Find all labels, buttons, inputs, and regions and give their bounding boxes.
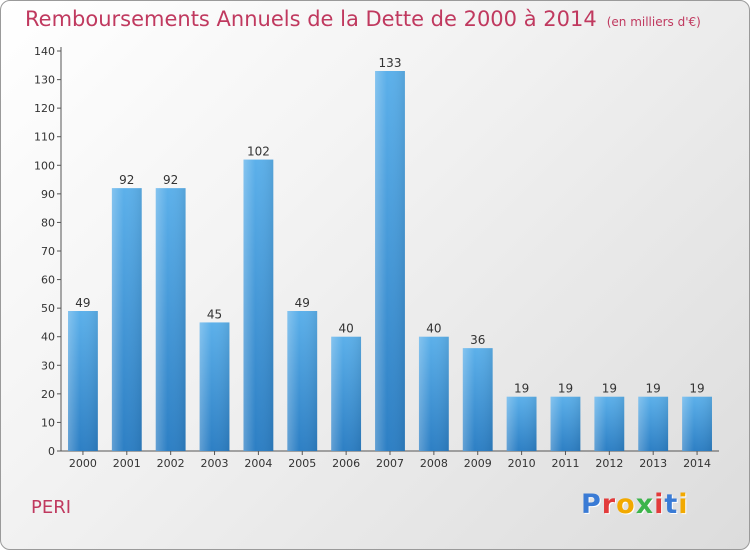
x-tick-label: 2004 — [244, 457, 272, 470]
logo-letter: i — [678, 489, 689, 520]
x-tick-label: 2014 — [683, 457, 711, 470]
x-tick-label: 2005 — [288, 457, 316, 470]
logo-letter: r — [601, 489, 617, 520]
y-tick-label: 70 — [41, 245, 55, 258]
bar-value-label: 133 — [379, 56, 402, 70]
x-tick-label: 2002 — [157, 457, 185, 470]
bar-value-label: 102 — [247, 145, 270, 159]
bar-value-label: 19 — [646, 382, 661, 396]
y-tick-label: 90 — [41, 188, 55, 201]
x-tick-label: 2007 — [376, 457, 404, 470]
x-tick-label: 2013 — [639, 457, 667, 470]
bar-shading — [68, 311, 98, 451]
bar-shading — [111, 188, 142, 451]
bar-value-label: 49 — [295, 296, 310, 310]
y-tick-label: 130 — [34, 74, 55, 87]
bar-shading — [506, 396, 537, 451]
bar-shading — [243, 159, 274, 452]
x-tick-label: 2001 — [113, 457, 141, 470]
y-tick-label: 110 — [34, 131, 55, 144]
x-tick-label: 2003 — [201, 457, 229, 470]
y-tick-label: 30 — [41, 359, 55, 372]
y-tick-label: 60 — [41, 274, 55, 287]
bar-shading — [550, 396, 581, 451]
x-tick-label: 2010 — [508, 457, 536, 470]
place-label: PERI — [31, 497, 72, 518]
bar-shading — [638, 396, 669, 451]
bar-shading — [287, 311, 318, 451]
x-tick-label: 2008 — [420, 457, 448, 470]
x-tick-label: 2000 — [69, 457, 97, 470]
bar-value-label: 40 — [426, 322, 441, 336]
bar-shading — [155, 188, 186, 451]
bar-value-label: 36 — [470, 333, 485, 347]
bar-shading — [462, 348, 493, 451]
value-labels: 49 92 92 45 102 49 40 133 40 36 19 19 19 19 19 — [75, 56, 704, 396]
bar-value-label: 92 — [163, 173, 178, 187]
x-tick-label: 2009 — [464, 457, 492, 470]
bar-shading — [199, 322, 230, 451]
bar-value-label: 19 — [514, 382, 529, 396]
axes: 0 10 20 30 40 50 60 70 80 90 100 110 120 130 140 2000 20… — [34, 45, 719, 470]
y-tick-label: 100 — [34, 159, 55, 172]
logo-letter: i — [654, 489, 665, 520]
chart-title: Remboursements Annuels de la Dette de 20… — [25, 7, 701, 31]
bar-value-label: 19 — [689, 382, 704, 396]
bars — [68, 71, 712, 452]
y-tick-label: 120 — [34, 102, 55, 115]
logo-letter: t — [664, 489, 679, 520]
bar-shading — [331, 336, 362, 451]
x-tick-label: 2006 — [332, 457, 360, 470]
logo-letter: x — [635, 489, 655, 520]
x-tick-label: 2012 — [595, 457, 623, 470]
bar-shading — [418, 336, 449, 451]
y-tick-label: 40 — [41, 331, 55, 344]
logo-letter: o — [616, 489, 636, 520]
y-tick-label: 20 — [41, 388, 55, 401]
y-tick-label: 80 — [41, 216, 55, 229]
bar-value-label: 19 — [558, 382, 573, 396]
x-tick-label: 2011 — [551, 457, 579, 470]
logo-letter: P — [581, 489, 602, 520]
bar-value-label: 40 — [338, 322, 353, 336]
y-tick-label: 50 — [41, 302, 55, 315]
bar-value-label: 92 — [119, 173, 134, 187]
bar-value-label: 49 — [75, 296, 90, 310]
y-tick-label: 10 — [41, 416, 55, 429]
bar-value-label: 19 — [602, 382, 617, 396]
y-tick-label: 140 — [34, 45, 55, 58]
bar-shading — [375, 71, 405, 451]
bar-shading — [594, 396, 625, 451]
bar-value-label: 45 — [207, 307, 222, 321]
bar-shading — [682, 396, 712, 451]
title-unit: (en milliers d'€) — [606, 15, 701, 29]
y-tick-label: 0 — [48, 445, 55, 458]
proxiti-logo: Proxiti — [581, 489, 689, 520]
title-text: Remboursements Annuels de la Dette de 20… — [25, 7, 597, 31]
